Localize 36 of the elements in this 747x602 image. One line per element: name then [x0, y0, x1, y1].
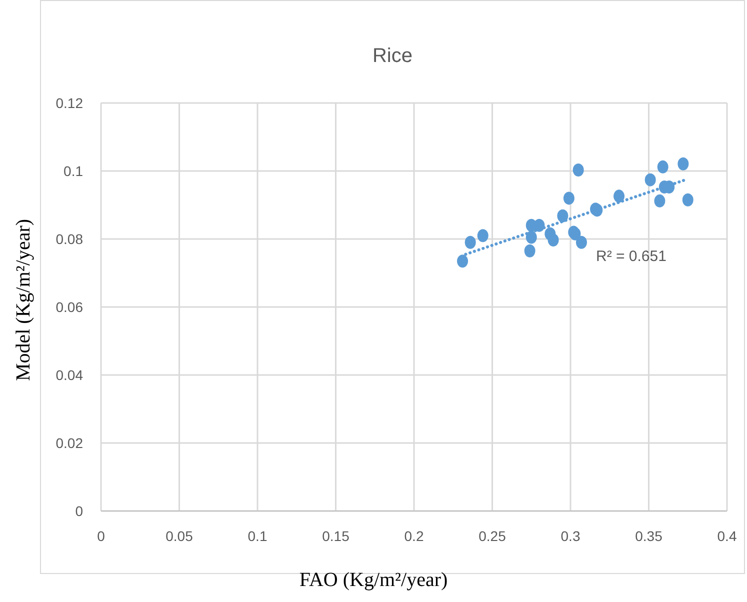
- y-tick-label: 0.1: [64, 162, 84, 179]
- point: [464, 236, 476, 249]
- point: [563, 192, 574, 205]
- x-tick-label: 0.05: [166, 528, 194, 544]
- annotation: R² = 0.651: [596, 248, 666, 265]
- x-tick-label: 0.2: [404, 528, 424, 544]
- point: [548, 234, 559, 247]
- point: [576, 236, 587, 249]
- point: [557, 209, 568, 222]
- point: [644, 173, 656, 186]
- y-tick-label: 0.04: [56, 366, 84, 383]
- point: [657, 160, 668, 174]
- point: [477, 229, 488, 242]
- x-tick-label: 0.4: [717, 528, 737, 544]
- x-tick-label: 0.1: [248, 528, 268, 544]
- point: [614, 190, 625, 203]
- y-tick-label: 0: [75, 502, 84, 519]
- x-tick-label: 0: [97, 528, 106, 544]
- point: [654, 194, 666, 208]
- point: [678, 157, 689, 170]
- point: [524, 244, 536, 258]
- y-tick-label: 0.08: [56, 230, 84, 247]
- x-tick-label: 0.15: [322, 528, 350, 544]
- point: [457, 254, 468, 268]
- y-tick-label: 0.12: [56, 94, 84, 111]
- x-tick-label: 0.35: [635, 528, 663, 544]
- point: [572, 163, 584, 176]
- y-tick-label: 0.06: [56, 298, 84, 315]
- x-tick-label: 0.25: [478, 528, 506, 544]
- x-tick-label: 0.3: [560, 528, 580, 544]
- point: [526, 230, 537, 244]
- point: [682, 193, 694, 206]
- y-tick-label: 0.02: [56, 434, 84, 451]
- chart-title: Rice: [371, 45, 414, 68]
- y-axis-title: Model (Kg/m²/year): [12, 218, 36, 382]
- x-axis-title: FAO (Kg/m²/year): [298, 569, 449, 592]
